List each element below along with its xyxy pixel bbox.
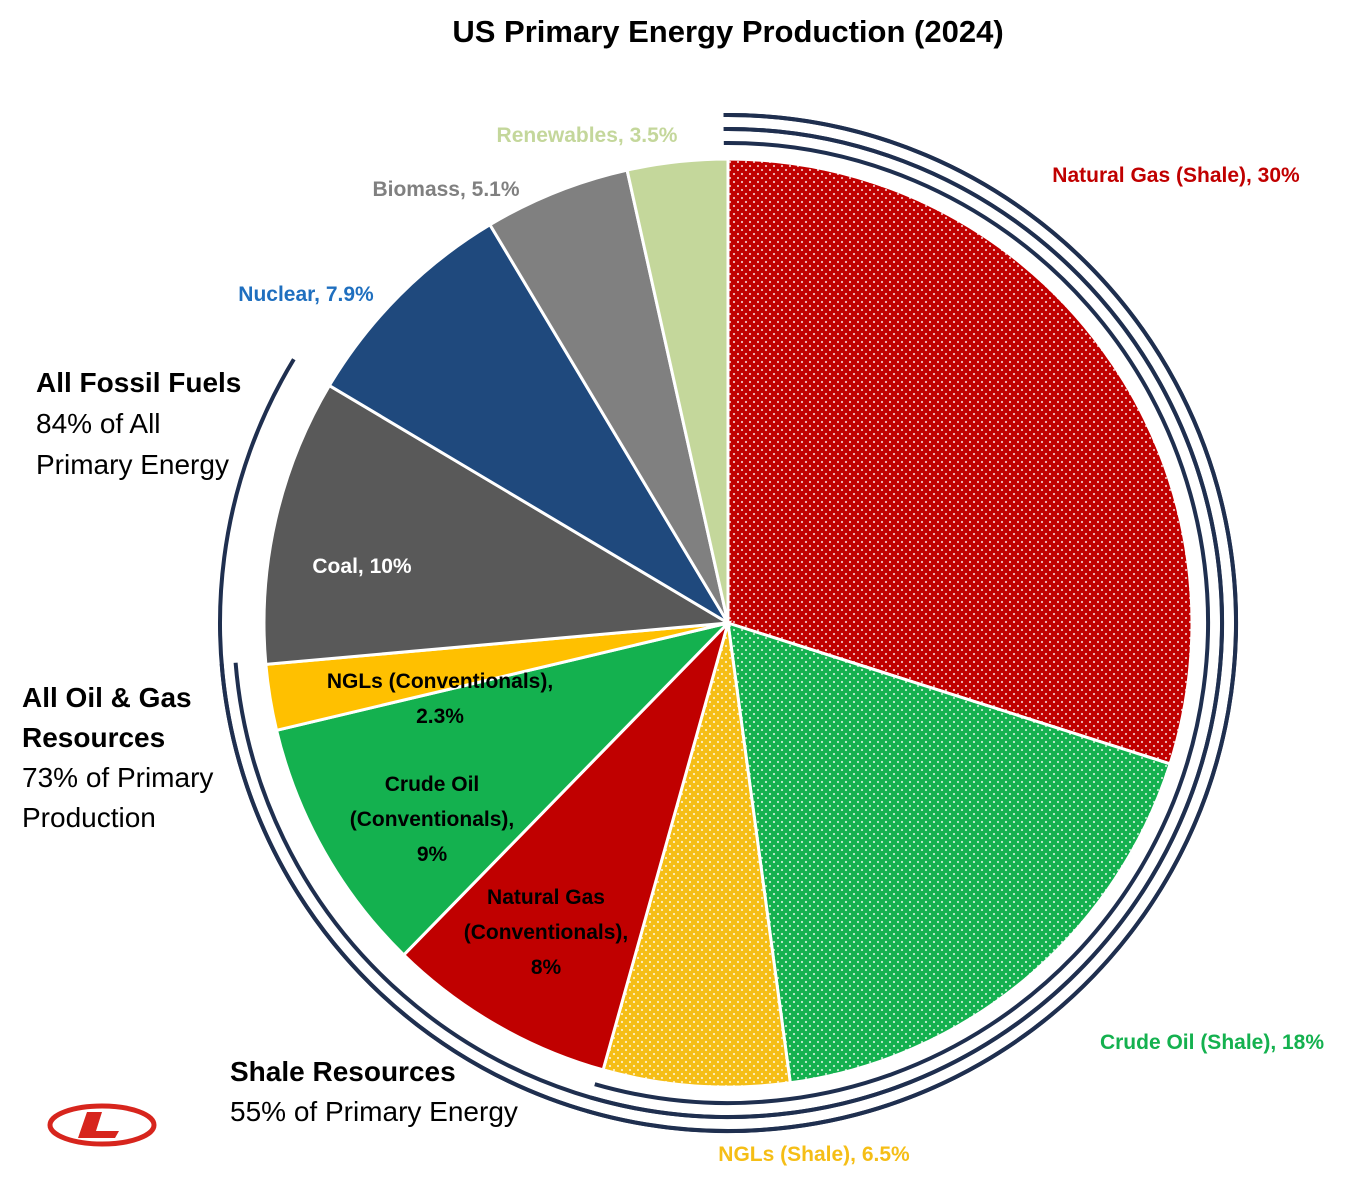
chart-title: US Primary Energy Production (2024) [452,14,1004,49]
group-desc-line: Production [22,802,156,833]
slice-label-crude-oil-conventionals: Crude Oil (Conventionals), 9% [350,773,515,866]
group-desc-line: 55% of Primary Energy [230,1096,518,1127]
slice-label-natural-gas-conventionals: Natural Gas (Conventionals), 8% [464,886,629,979]
group-label-oil-gas: All Oil & Gas Resources 73% of Primary P… [22,678,213,838]
slice-label-nuclear: Nuclear, 7.9% [238,283,374,306]
logo-ring [47,1103,157,1147]
logo-letter-l [78,1112,119,1138]
grouping-arcs [218,113,1238,1133]
grouping-arc-shale [594,141,1211,1105]
pie-slice-crude-oil-conventionals [274,620,733,958]
group-desc-line: 84% of All [36,408,161,439]
grouping-arc-oil-gas-inner [590,127,1224,1119]
pie-slice-pattern-ngls-shale [603,623,791,1087]
group-desc-line: Primary Energy [36,449,229,480]
slice-label-natural-gas-shale: Natural Gas (Shale), 30% [1052,164,1300,187]
pie-slice-nuclear [327,222,730,625]
group-name-oil-gas-line1: All Oil & Gas [22,682,192,713]
slice-label-coal: Coal, 10% [312,555,412,578]
group-label-fossil-fuels: All Fossil Fuels 84% of All Primary Ener… [36,362,241,485]
pie-slice-pattern-crude-oil-shale [728,623,1171,1083]
slice-label-ngls-conventionals: NGLs (Conventionals), 2.3% [327,670,553,728]
pie-slice-pattern-natural-gas-shale [728,159,1192,764]
slice-label-ngls-shale: NGLs (Shale), 6.5% [718,1143,910,1166]
group-name-fossil-fuels: All Fossil Fuels [36,367,242,398]
group-label-shale: Shale Resources 55% of Primary Energy [230,1052,518,1132]
slice-label-crude-oil-shale: Crude Oil (Shale), 18% [1100,1031,1324,1054]
group-desc-line: 73% of Primary [22,762,214,793]
grouping-arc-fossil-inner [586,113,1238,1133]
company-logo [47,1103,157,1147]
pie-slice-coal [262,383,733,666]
slice-labels: Natural Gas (Shale), 30% Crude Oil (Shale… [238,124,1324,1166]
pie-slice-biomass [487,168,730,624]
pie-slices [262,157,1194,1089]
slice-label-biomass: Biomass, 5.1% [372,178,519,201]
slice-label-renewables: Renewables, 3.5% [497,124,678,147]
pie-slice-renewables [625,157,730,624]
grouping-arc-fossil-mid [219,663,592,1115]
pie-slice-natural-gas-conventionals [401,621,730,1072]
group-name-shale: Shale Resources [230,1056,456,1087]
group-name-oil-gas-line2: Resources [22,722,166,753]
